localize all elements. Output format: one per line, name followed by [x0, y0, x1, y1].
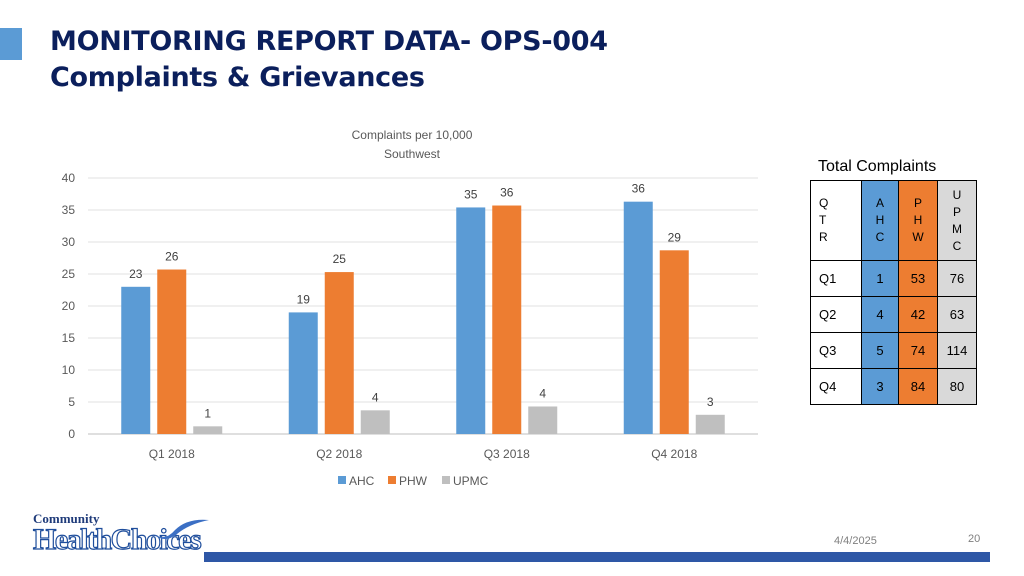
y-tick-label: 25 — [62, 267, 76, 281]
table-cell: 42 — [898, 296, 938, 333]
x-tick-label: Q2 2018 — [316, 447, 362, 461]
data-label: 23 — [129, 267, 143, 281]
bar-upmc-4 — [695, 414, 725, 434]
bar-phw-1 — [157, 269, 187, 434]
data-label: 36 — [500, 186, 514, 200]
bar-upmc-3 — [528, 406, 558, 434]
footer-bar — [204, 552, 990, 562]
legend-swatch-ahc — [338, 476, 346, 484]
table-title: Total Complaints — [818, 158, 937, 175]
bar-phw-2 — [324, 272, 354, 434]
table-row: Q1 1 53 76 — [810, 260, 977, 297]
total-complaints-table: Q T R A H C P H W U P M C Q1 1 53 76 Q2 4 42 63 Q3 5 74 114 Q4 3 84… — [810, 180, 977, 405]
bar-ahc-2 — [288, 312, 318, 434]
accent-square — [0, 28, 22, 60]
legend-swatch-phw — [388, 476, 396, 484]
y-tick-label: 15 — [62, 331, 76, 345]
bar-phw-3 — [492, 205, 522, 434]
slide-date: 4/4/2025 — [834, 535, 877, 547]
bar-ahc-1 — [121, 286, 151, 434]
x-tick-label: Q1 2018 — [149, 447, 195, 461]
table-row: Q3 5 74 114 — [810, 332, 977, 369]
legend-label: UPMC — [453, 474, 489, 488]
x-tick-label: Q3 2018 — [484, 447, 530, 461]
chart-subtitle: Southwest — [384, 147, 441, 161]
data-label: 36 — [632, 182, 646, 196]
data-label: 35 — [464, 187, 478, 201]
slide-title-line1: MONITORING REPORT DATA- OPS-004 — [50, 26, 608, 57]
y-tick-label: 5 — [68, 395, 75, 409]
y-tick-label: 10 — [62, 363, 76, 377]
data-label: 26 — [165, 250, 179, 264]
table-cell: 80 — [937, 368, 977, 405]
table-cell: 53 — [898, 260, 938, 297]
bar-chart: Complaints per 10,000 Southwest 0 5 10 15 20 25… — [62, 128, 758, 488]
y-tick-label: 0 — [68, 427, 75, 441]
checkmark-swoosh-icon — [153, 519, 209, 539]
table-cell: 4 — [861, 296, 899, 333]
table-cell: 76 — [937, 260, 977, 297]
table-cell: 3 — [861, 368, 899, 405]
community-healthchoices-logo: Community HealthChoices — [32, 512, 209, 555]
chart-title: Complaints per 10,000 — [352, 128, 473, 142]
table-cell: Q1 — [810, 260, 862, 297]
table-row: Q2 4 42 63 — [810, 296, 977, 333]
y-tick-label: 40 — [62, 171, 76, 185]
legend-label: AHC — [349, 474, 375, 488]
data-label: 29 — [668, 230, 682, 244]
slide-title-line2: Complaints & Grievances — [50, 62, 425, 93]
table-cell: 114 — [937, 332, 977, 369]
data-label: 25 — [333, 252, 347, 266]
table-cell: Q2 — [810, 296, 862, 333]
data-label: 19 — [297, 292, 311, 306]
y-tick-label: 30 — [62, 235, 76, 249]
table-cell: 1 — [861, 260, 899, 297]
legend-label: PHW — [399, 474, 428, 488]
bar-phw-4 — [659, 250, 689, 434]
table-cell: Q4 — [810, 368, 862, 405]
slide-title: MONITORING REPORT DATA- OPS-004 Complain… — [50, 24, 608, 96]
table-cell: 63 — [937, 296, 977, 333]
bar-ahc-3 — [456, 207, 486, 434]
x-tick-label: Q4 2018 — [651, 447, 697, 461]
table-cell: 84 — [898, 368, 938, 405]
y-tick-label: 20 — [62, 299, 76, 313]
table-cell: 5 — [861, 332, 899, 369]
bar-ahc-4 — [623, 201, 653, 434]
slide-page-number: 20 — [968, 533, 981, 545]
table-row: Q4 3 84 80 — [810, 368, 977, 405]
table-cell: Q3 — [810, 332, 862, 369]
data-label: 3 — [707, 395, 714, 409]
data-label: 1 — [204, 406, 211, 420]
data-label: 4 — [372, 390, 379, 404]
bar-upmc-1 — [193, 426, 223, 434]
data-label: 4 — [539, 386, 546, 400]
legend-swatch-upmc — [442, 476, 450, 484]
table-cell: 74 — [898, 332, 938, 369]
y-tick-label: 35 — [62, 203, 76, 217]
bar-upmc-2 — [360, 410, 390, 434]
